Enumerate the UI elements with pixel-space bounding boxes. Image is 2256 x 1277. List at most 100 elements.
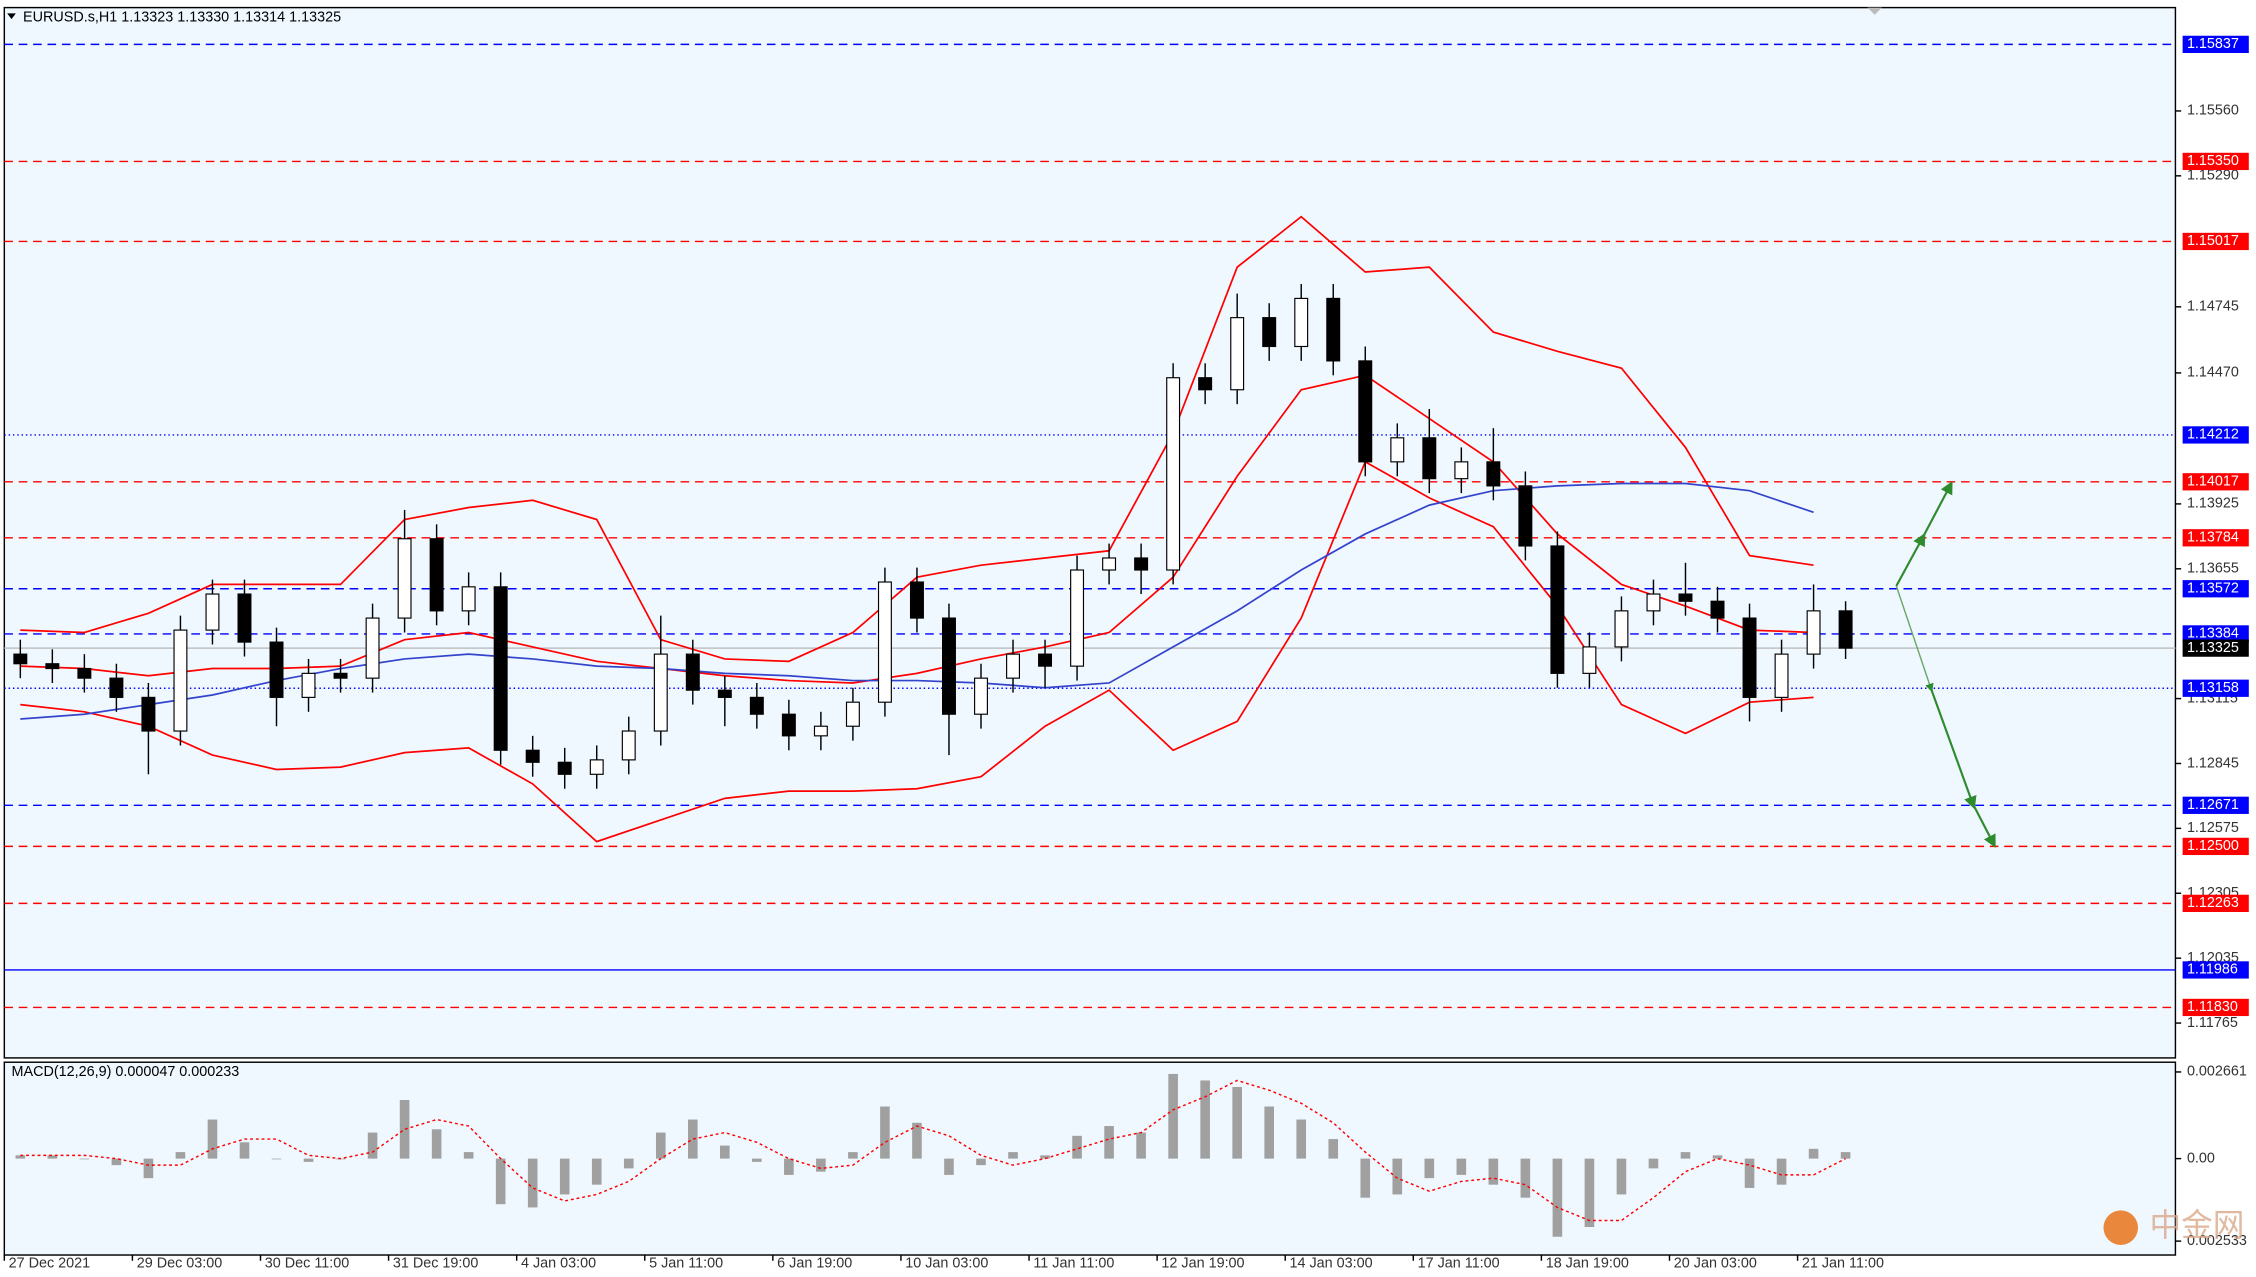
macd-bar xyxy=(1808,1148,1819,1159)
overlay-line xyxy=(20,482,1814,720)
y-tick-label: 1.12575 xyxy=(2187,820,2239,836)
y-tick-label: 0.00 xyxy=(2187,1150,2215,1166)
macd-bar xyxy=(495,1158,506,1205)
candle-body xyxy=(77,667,92,679)
level-label: 1.11830 xyxy=(2187,999,2238,1015)
macd-bar xyxy=(1584,1158,1595,1228)
y-tick-label: 1.11765 xyxy=(2187,1015,2238,1031)
candle-body xyxy=(461,586,476,612)
macd-bar xyxy=(1232,1086,1242,1159)
plot-layer: 1.15560 1.15290 1.14745 1.14470 1.13925 1.136… xyxy=(3,35,2249,1271)
x-tick-label: 5 Jan 11:00 xyxy=(649,1255,723,1271)
candle-body xyxy=(493,586,508,751)
candle-body xyxy=(269,641,284,698)
macd-title: MACD(12,26,9) 0.000047 0.000233 xyxy=(12,1064,240,1080)
macd-bar xyxy=(1648,1158,1659,1169)
macd-bar xyxy=(175,1152,186,1159)
macd-bar xyxy=(1040,1155,1050,1159)
level-tag xyxy=(2182,473,2249,491)
level-tag xyxy=(2182,625,2249,643)
candle-body xyxy=(301,672,316,698)
macd-bar xyxy=(720,1145,730,1159)
level-label: 1.15017 xyxy=(2187,233,2239,249)
macd-bar xyxy=(880,1106,890,1159)
candle-body xyxy=(1358,360,1373,463)
candle-body xyxy=(397,538,412,619)
macd-bar xyxy=(367,1132,378,1159)
x-tick-label: 11 Jan 11:00 xyxy=(1033,1255,1114,1271)
candle-body xyxy=(877,581,892,703)
y-tick-label: 1.14745 xyxy=(2187,299,2239,315)
macd-bar xyxy=(1680,1152,1691,1159)
macd-bar xyxy=(143,1158,154,1179)
macd-bar xyxy=(527,1158,538,1208)
candle-body xyxy=(717,689,732,698)
x-tick-label: 31 Dec 19:00 xyxy=(393,1255,479,1271)
candle-body xyxy=(1166,377,1181,571)
candle-body xyxy=(13,653,28,665)
macd-bar xyxy=(1296,1119,1307,1159)
macd-bar xyxy=(816,1158,826,1172)
overlay-line xyxy=(20,460,1814,843)
candle-body xyxy=(525,749,540,763)
macd-bar xyxy=(559,1158,570,1195)
candle-body xyxy=(1806,610,1821,655)
macd-bar xyxy=(47,1155,58,1159)
candle-body xyxy=(1198,377,1213,391)
arrow xyxy=(1895,532,1926,587)
macd-bar xyxy=(1168,1073,1178,1159)
candle-body xyxy=(1742,617,1757,698)
macd-bar xyxy=(655,1132,666,1159)
candle-body xyxy=(589,759,604,775)
candle-body xyxy=(1070,569,1085,667)
candle-body xyxy=(1678,593,1693,602)
macd-bar xyxy=(1360,1158,1371,1198)
level-label: 1.12500 xyxy=(2187,838,2239,854)
candle-body xyxy=(845,701,860,727)
y-tick-label: 0.002533 xyxy=(2187,1233,2247,1249)
macd-bar xyxy=(399,1099,410,1159)
macd-bar xyxy=(1776,1158,1787,1185)
level-tag xyxy=(2182,232,2249,251)
macd-bar xyxy=(431,1129,442,1159)
candle-body xyxy=(557,761,572,775)
forecast-arrows xyxy=(1895,480,1996,848)
x-tick-label: 30 Dec 11:00 xyxy=(265,1255,349,1271)
candle-body xyxy=(749,696,764,715)
y-tick-label: 0.002661 xyxy=(2187,1064,2247,1080)
macd-signal xyxy=(20,1079,1846,1222)
x-tick-label: 12 Jan 19:00 xyxy=(1161,1255,1244,1271)
macd-bar xyxy=(1264,1106,1275,1159)
level-tag xyxy=(2182,152,2249,171)
candle-body xyxy=(1294,297,1309,348)
candle-body xyxy=(621,730,636,761)
y-tick-label: 1.13925 xyxy=(2187,496,2239,512)
macd-bar xyxy=(1072,1135,1082,1159)
candle-body xyxy=(974,677,988,715)
candle-body xyxy=(1550,545,1565,674)
candle-body xyxy=(781,713,796,737)
macd-bar xyxy=(1488,1158,1499,1185)
macd-bar xyxy=(976,1158,986,1166)
candle-body xyxy=(109,677,124,698)
macd-bar xyxy=(207,1119,218,1159)
arrow xyxy=(1921,480,1953,540)
watermark-logo xyxy=(2103,1210,2139,1245)
macd-bar xyxy=(1744,1158,1755,1188)
level-label: 1.11986 xyxy=(2187,962,2238,978)
level-tag xyxy=(2182,529,2249,547)
level-tag xyxy=(2182,961,2249,979)
watermark: 中金网 xyxy=(2150,1207,2245,1243)
macd-bar xyxy=(1392,1158,1403,1195)
level-tag xyxy=(2182,580,2249,598)
x-tick-label: 14 Jan 03:00 xyxy=(1290,1255,1373,1271)
level-tag xyxy=(2182,837,2249,856)
level-label: 1.13158 xyxy=(2187,680,2239,696)
macd-bar xyxy=(623,1158,634,1169)
candle-body xyxy=(685,653,700,691)
x-tick-label: 29 Dec 03:00 xyxy=(137,1255,223,1271)
candle-body xyxy=(813,725,828,737)
candle-body xyxy=(1614,610,1629,648)
macd-bar xyxy=(687,1119,698,1159)
candle-body xyxy=(1838,610,1853,649)
